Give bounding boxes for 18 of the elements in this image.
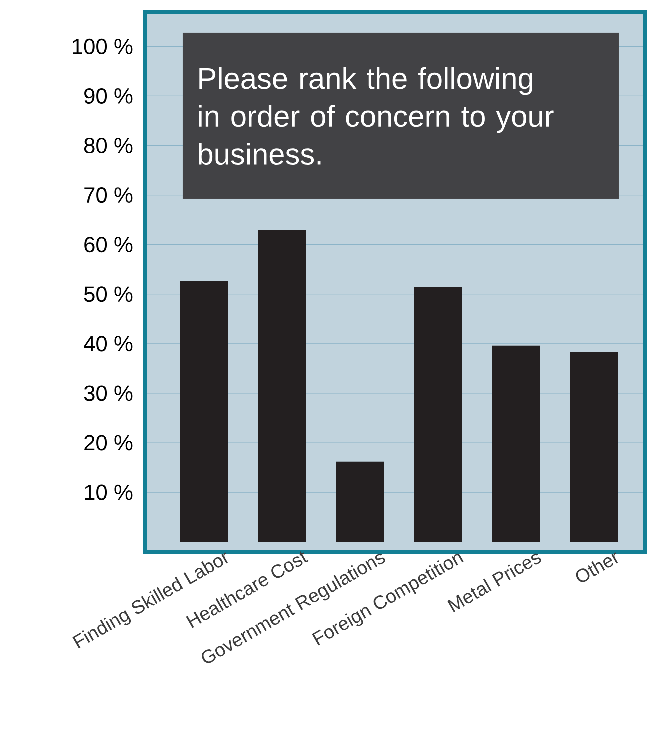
y-tick-label: 90 % — [84, 88, 133, 104]
y-tick-label: 70 % — [84, 188, 133, 204]
bar — [570, 352, 618, 542]
y-tick-label: 30 % — [84, 386, 133, 402]
y-tick-label: 80 % — [84, 138, 133, 154]
text: Please rank the following in order of concern to your business. — [199, 67, 554, 166]
bar — [258, 230, 306, 542]
bar — [492, 346, 540, 542]
y-tick-label: 10 % — [85, 484, 133, 500]
y-tick-label: 50 % — [84, 286, 133, 302]
bar — [180, 282, 228, 542]
bar — [336, 462, 384, 542]
bar — [414, 286, 462, 542]
y-tick-label: 20 % — [84, 435, 133, 451]
x-tick-label: Other — [576, 552, 618, 582]
y-tick-label: 60 % — [84, 237, 133, 253]
y-tick-label: 100 % — [73, 38, 133, 54]
y-tick-label: 40 % — [84, 336, 133, 352]
